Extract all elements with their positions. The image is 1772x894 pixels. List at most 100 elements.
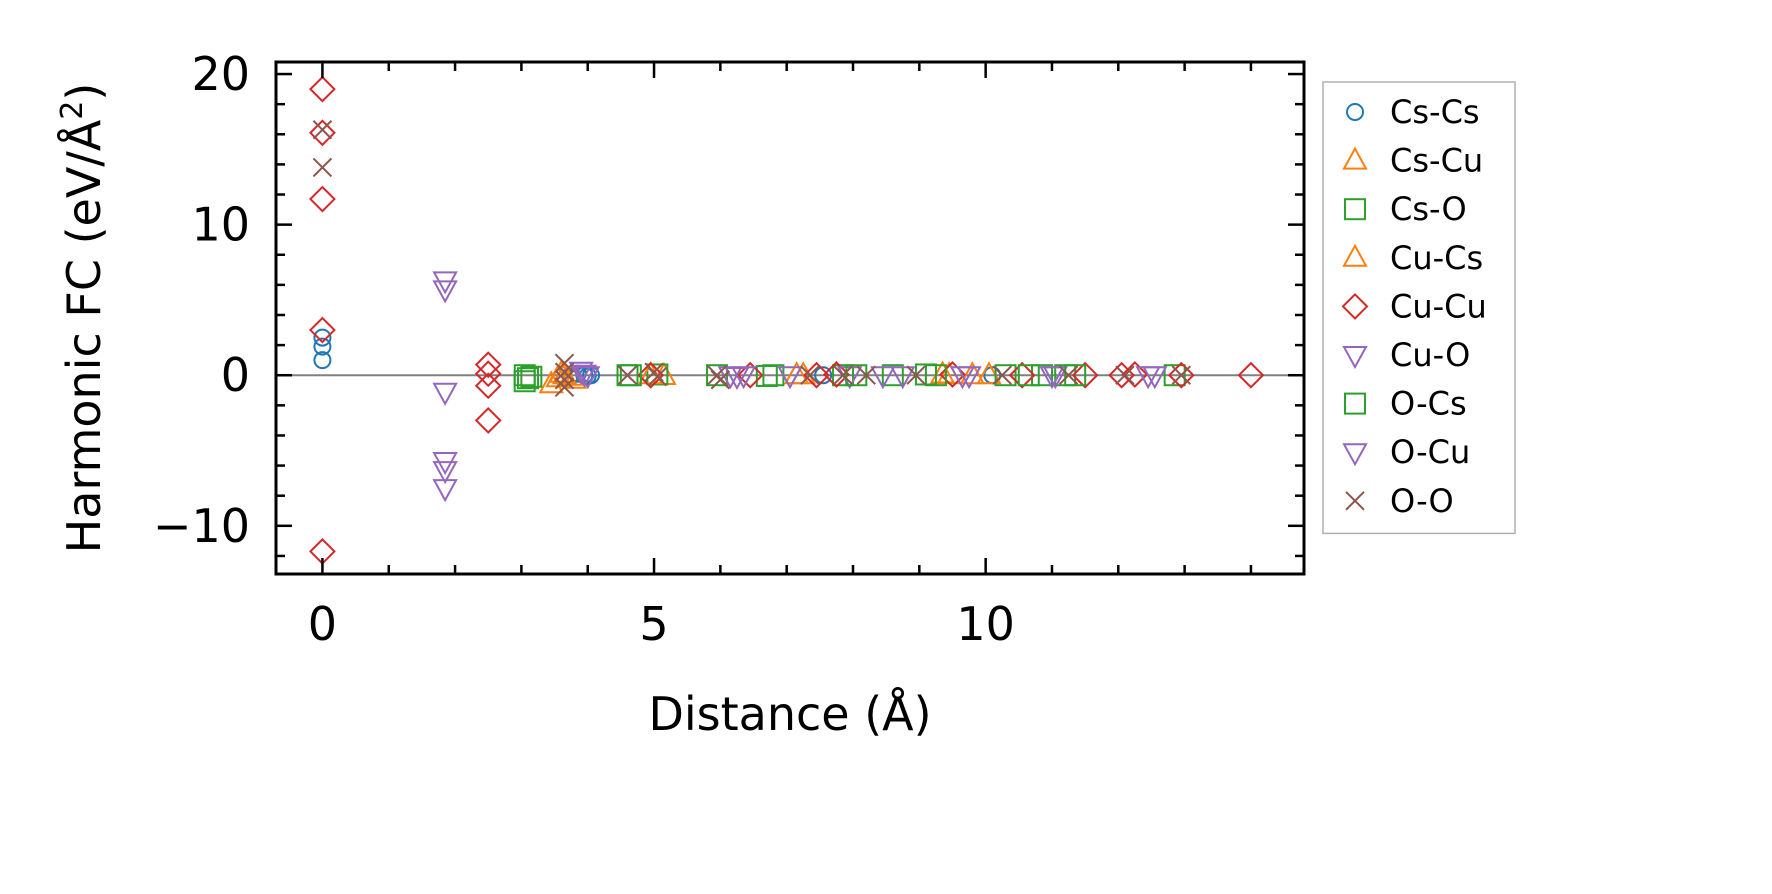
- data-point: [432, 280, 458, 304]
- data-point: [554, 377, 575, 397]
- data-point: [1171, 365, 1192, 385]
- data-point: [717, 366, 744, 390]
- data-point: [313, 351, 332, 370]
- data-point: [1064, 364, 1087, 387]
- legend-entry: Cu-O: [1342, 336, 1470, 374]
- plot-frame: [274, 60, 1306, 576]
- x-tick-label: 10: [956, 597, 1015, 651]
- y-axis-label-close: ): [57, 83, 111, 101]
- data-point: [646, 363, 669, 386]
- tick-labels: 0 5 10 −10 0 10 20: [153, 47, 1015, 651]
- data-point: [432, 479, 458, 503]
- data-point: [803, 361, 830, 389]
- legend-marker: [1344, 392, 1366, 415]
- data-point: [870, 366, 896, 390]
- legend-entry: O-O: [1345, 482, 1454, 520]
- data-point: [994, 364, 1017, 387]
- data-point: [474, 351, 502, 379]
- data-point: [637, 361, 665, 389]
- x-axis-label: Distance (Å): [648, 687, 931, 741]
- legend-entry: Cs-Cu: [1342, 142, 1483, 180]
- data-point: [575, 366, 601, 390]
- data-point: [520, 365, 543, 388]
- legend: Cs-Cs Cs-Cu Cs-O Cu-Cs Cu-Cu Cu-O O-Cs O-Cu O-O: [1322, 81, 1516, 535]
- data-point: [432, 461, 458, 485]
- legend-label: Cu-Cu: [1390, 287, 1487, 325]
- data-point: [906, 365, 926, 385]
- legend-marker: [1342, 243, 1368, 267]
- data-point: [513, 364, 536, 387]
- y-tick-label: −10: [153, 499, 250, 553]
- legend-marker: [1342, 146, 1368, 170]
- legend-marker: [1346, 103, 1364, 121]
- legend-label: O-Cs: [1390, 385, 1467, 423]
- data-point: [1115, 365, 1135, 385]
- y-axis-label-text: Harmonic FC (eV/Å: [57, 119, 111, 553]
- data-point: [856, 365, 876, 385]
- data-point: [706, 364, 729, 387]
- data-point: [924, 364, 947, 387]
- data-point: [312, 157, 333, 178]
- data-point: [1167, 361, 1195, 389]
- legend-label: Cs-Cu: [1390, 142, 1483, 180]
- data-point: [312, 120, 333, 140]
- axis-ticks: [276, 62, 1304, 574]
- data-point: [554, 353, 575, 373]
- series-o-o: [312, 120, 1192, 397]
- plot-clip-group: [276, 75, 1304, 565]
- data-point: [949, 366, 976, 390]
- data-point: [1163, 364, 1186, 387]
- data-point: [309, 316, 336, 344]
- y-tick-label: 10: [191, 198, 250, 252]
- legend-entry: O-Cu: [1342, 433, 1470, 471]
- x-tick-label: 0: [308, 597, 337, 651]
- data-point: [814, 366, 833, 385]
- data-point: [309, 75, 336, 103]
- data-point: [736, 361, 764, 389]
- legend-marker: [1341, 292, 1369, 320]
- series-cs-o: [513, 363, 1186, 393]
- data-point: [976, 361, 1002, 385]
- legend-label: Cu-O: [1390, 336, 1470, 374]
- data-point: [730, 366, 757, 390]
- y-tick-label: 0: [221, 348, 250, 402]
- data-point: [1031, 364, 1054, 387]
- data-point: [710, 370, 731, 390]
- data-point: [571, 364, 598, 388]
- data-point: [474, 406, 502, 434]
- data-point: [1237, 361, 1265, 389]
- data-point: [833, 365, 853, 385]
- y-axis-label-superscript: 2: [55, 101, 90, 120]
- data-point: [1058, 365, 1079, 385]
- data-point: [474, 372, 502, 400]
- data-point: [309, 185, 336, 213]
- y-tick-label: 20: [191, 47, 250, 101]
- data-point: [309, 119, 336, 147]
- data-point: [881, 364, 904, 387]
- data-point: [832, 364, 855, 387]
- legend-marker: [1344, 198, 1366, 221]
- legend-label: O-Cu: [1390, 433, 1470, 471]
- data-point: [1039, 366, 1065, 390]
- data-point: [992, 365, 1012, 385]
- legend-marker: [1345, 491, 1365, 511]
- data-point: [1071, 361, 1099, 389]
- data-point: [432, 382, 458, 406]
- data-point: [823, 361, 850, 388]
- legend-label: Cs-O: [1390, 190, 1467, 228]
- data-point: [1135, 366, 1161, 390]
- data-point: [890, 366, 916, 390]
- data-point: [1121, 361, 1149, 388]
- data-point: [554, 370, 575, 390]
- data-point: [568, 361, 594, 385]
- data-point: [619, 364, 642, 387]
- series-o-cs: [520, 364, 1087, 388]
- x-tick-label: 5: [639, 597, 668, 651]
- data-point: [777, 366, 803, 390]
- legend-entry: Cu-Cs: [1342, 239, 1483, 277]
- plot-area: [276, 75, 1304, 565]
- data-point: [313, 337, 332, 356]
- data-point: [617, 365, 638, 385]
- series-o-cu: [568, 361, 1161, 390]
